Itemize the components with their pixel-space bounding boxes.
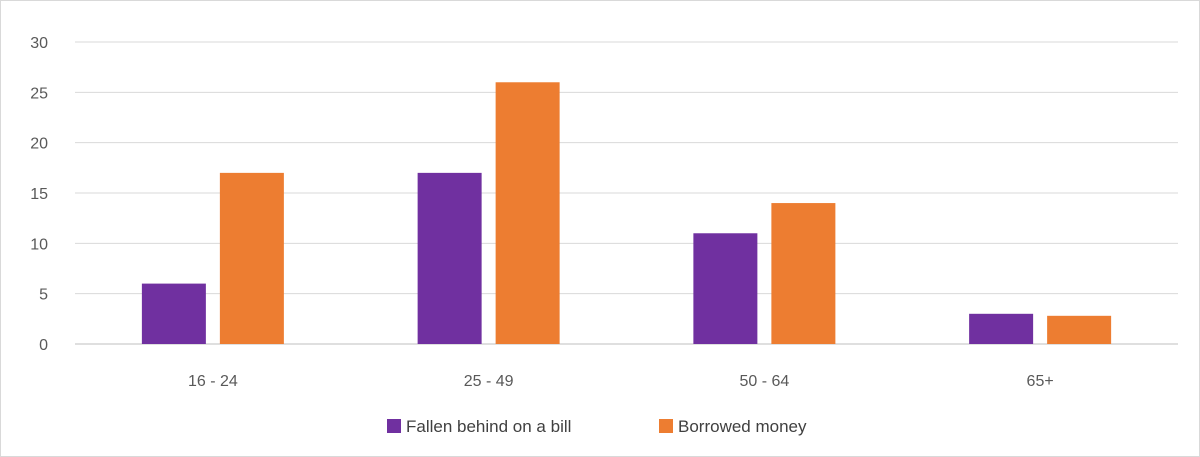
bar-fallen-behind xyxy=(969,313,1034,344)
bar-borrowed-money xyxy=(771,203,836,344)
y-axis-tick-labels: 0 5 10 15 20 25 30 xyxy=(30,35,48,354)
x-axis-tick-labels: 16 - 24 25 - 49 50 - 64 65+ xyxy=(188,373,1054,390)
y-tick-label: 30 xyxy=(30,35,48,52)
legend-item-borrowed-money-swatch xyxy=(659,419,673,433)
y-tick-label: 20 xyxy=(30,136,48,153)
bar-borrowed-money xyxy=(495,82,560,345)
y-tick-label: 0 xyxy=(39,337,48,354)
legend-item-fallen-behind-label: Fallen behind on a bill xyxy=(406,417,571,436)
bar-borrowed-money xyxy=(1047,315,1112,344)
x-tick-label: 16 - 24 xyxy=(188,373,238,390)
legend: Fallen behind on a bill Borrowed money xyxy=(387,417,807,436)
bar-fallen-behind xyxy=(417,172,482,344)
x-tick-label: 50 - 64 xyxy=(739,373,789,390)
x-tick-label: 65+ xyxy=(1027,373,1054,390)
bar-fallen-behind xyxy=(141,283,206,344)
legend-item-fallen-behind-swatch xyxy=(387,419,401,433)
y-tick-label: 15 xyxy=(30,186,48,203)
y-tick-label: 25 xyxy=(30,85,48,102)
bar-fallen-behind xyxy=(693,233,758,344)
x-tick-label: 25 - 49 xyxy=(464,373,514,390)
y-tick-label: 10 xyxy=(30,236,48,253)
bar-borrowed-money xyxy=(219,172,284,344)
y-tick-label: 5 xyxy=(39,287,48,304)
bars xyxy=(141,82,1112,345)
legend-item-borrowed-money-label: Borrowed money xyxy=(678,417,807,436)
